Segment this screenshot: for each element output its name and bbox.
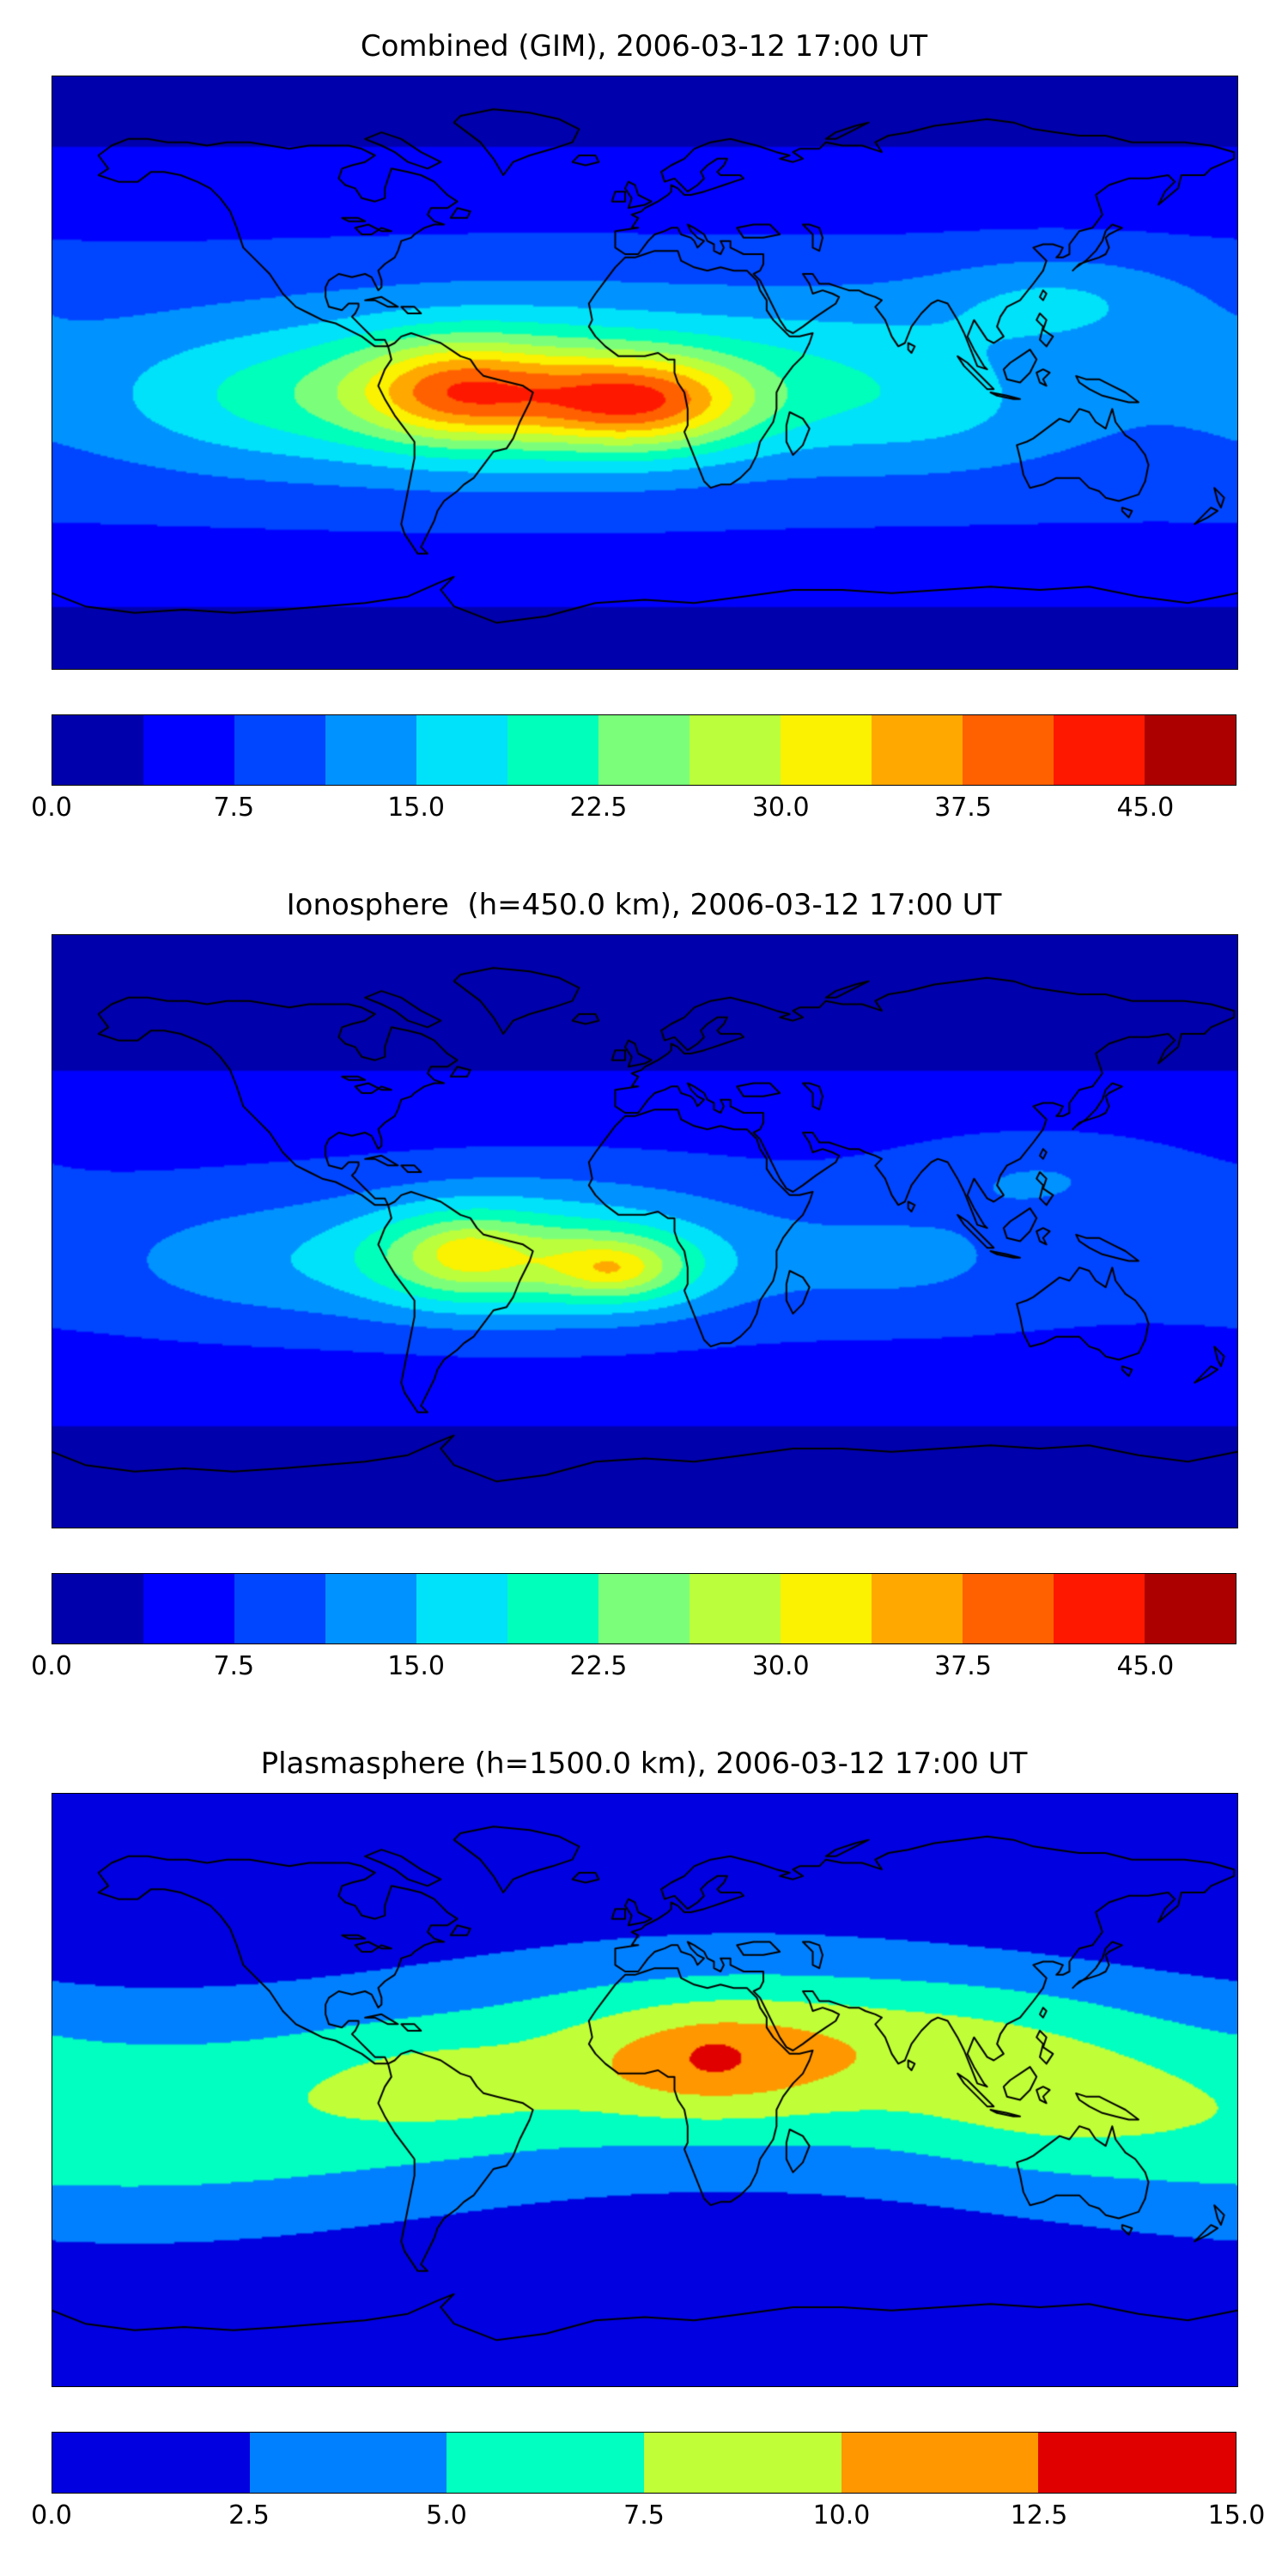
colorbar-plasmasphere: [52, 2432, 1236, 2494]
colorbar-tick-label: 0.0: [31, 2500, 72, 2530]
colorbar-cell: [507, 1574, 598, 1643]
colorbar-cell: [1054, 715, 1145, 785]
colorbar-tick-label: 10.0: [812, 2500, 871, 2530]
colorbar-cell: [781, 715, 872, 785]
colorbar-tick-label: 15.0: [387, 793, 446, 823]
colorbar-cell: [447, 2433, 645, 2493]
colorbar-cell: [1145, 715, 1236, 785]
colorbar-cell: [644, 2433, 841, 2493]
panel-combined-gim: Combined (GIM), 2006-03-12 17:00 UT 0.0 7…: [31, 0, 1238, 859]
colorbar-ionosphere: [52, 1573, 1236, 1644]
colorbar-cell: [143, 1574, 234, 1643]
world-tec-map-plasmasphere: [52, 1793, 1238, 2387]
colorbar-cell: [249, 2433, 447, 2493]
colorbar-tick-label: 15.0: [387, 1651, 446, 1681]
colorbar-tick-label: 30.0: [751, 1651, 810, 1681]
colorbar-cell: [963, 715, 1054, 785]
colorbar-cell: [598, 1574, 690, 1643]
colorbar-cell: [52, 2433, 250, 2493]
colorbar-cell: [963, 1574, 1054, 1643]
colorbar-cell: [690, 1574, 781, 1643]
colorbar-cell: [234, 1574, 325, 1643]
colorbar-cell: [598, 715, 690, 785]
colorbar-cell: [841, 2433, 1039, 2493]
colorbar-cell: [1145, 1574, 1236, 1643]
colorbar-cell: [416, 715, 507, 785]
colorbar-ticks-combined: 0.0 7.5 15.0 22.5 30.0 37.5 45.0: [31, 793, 1236, 830]
colorbar-tick-label: 7.5: [213, 1651, 255, 1681]
panel-title-combined: Combined (GIM), 2006-03-12 17:00 UT: [360, 29, 928, 64]
colorbar-ticks-plasmasphere: 0.0 2.5 5.0 7.5 10.0 12.5 15.0: [31, 2500, 1265, 2538]
colorbar-tick-label: 5.0: [426, 2500, 467, 2530]
colorbar-cell: [234, 715, 325, 785]
colorbar-cell: [1038, 2433, 1236, 2493]
colorbar-tick-label: 37.5: [934, 793, 992, 823]
colorbar-tick-label: 2.5: [228, 2500, 270, 2530]
colorbar-tick-label: 22.5: [569, 793, 628, 823]
colorbar-tick-label: 15.0: [1207, 2500, 1266, 2530]
panel-plasmasphere: Plasmasphere (h=1500.0 km), 2006-03-12 1…: [31, 1717, 1265, 2576]
colorbar-tick-label: 0.0: [31, 793, 72, 823]
colorbar-cell: [143, 715, 234, 785]
colorbar-tick-label: 7.5: [623, 2500, 665, 2530]
colorbar-cell: [1054, 1574, 1145, 1643]
colorbar-tick-label: 0.0: [31, 1651, 72, 1681]
colorbar-tick-label: 12.5: [1010, 2500, 1068, 2530]
colorbar-cell: [325, 1574, 416, 1643]
colorbar-ticks-ionosphere: 0.0 7.5 15.0 22.5 30.0 37.5 45.0: [31, 1651, 1236, 1689]
colorbar-cell: [690, 715, 781, 785]
colorbar-cell: [52, 715, 143, 785]
colorbar-cell: [325, 715, 416, 785]
colorbar-tick-label: 22.5: [569, 1651, 628, 1681]
colorbar-tick-label: 45.0: [1116, 1651, 1175, 1681]
colorbar-cell: [507, 715, 598, 785]
colorbar-combined: [52, 714, 1236, 786]
colorbar-cell: [52, 1574, 143, 1643]
panel-title-plasmasphere: Plasmasphere (h=1500.0 km), 2006-03-12 1…: [260, 1747, 1028, 1781]
world-tec-map-combined: [52, 76, 1238, 670]
colorbar-cell: [872, 1574, 963, 1643]
colorbar-cell: [416, 1574, 507, 1643]
colorbar-tick-label: 37.5: [934, 1651, 992, 1681]
colorbar-tick-label: 30.0: [751, 793, 810, 823]
panel-title-ionosphere: Ionosphere (h=450.0 km), 2006-03-12 17:0…: [286, 888, 1002, 922]
colorbar-tick-label: 45.0: [1116, 793, 1175, 823]
panel-ionosphere: Ionosphere (h=450.0 km), 2006-03-12 17:0…: [31, 859, 1238, 1717]
colorbar-cell: [872, 715, 963, 785]
colorbar-tick-label: 7.5: [213, 793, 255, 823]
colorbar-cell: [781, 1574, 872, 1643]
world-tec-map-ionosphere: [52, 934, 1238, 1528]
